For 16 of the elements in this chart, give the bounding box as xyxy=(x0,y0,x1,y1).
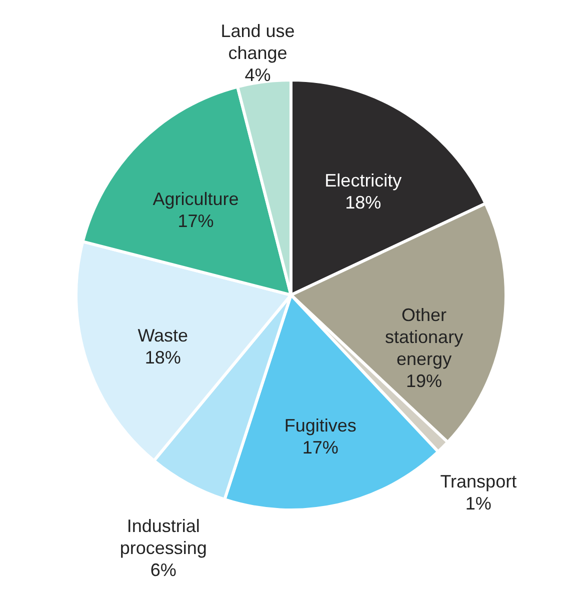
slice-label: Waste xyxy=(138,326,188,346)
data-label: 17% xyxy=(178,210,214,231)
slice-label: Industrial processing xyxy=(120,516,207,558)
slice-label: Transport xyxy=(440,471,517,492)
slice-label: Land use change xyxy=(220,21,295,64)
slice-label: Other stationary energy xyxy=(385,305,464,370)
data-label: 6% xyxy=(150,560,176,580)
data-label: 18% xyxy=(144,348,181,368)
slice-label: Fugitives xyxy=(284,415,356,436)
slice-label: Agriculture xyxy=(152,188,239,209)
data-label: 4% xyxy=(244,65,271,86)
data-label: 19% xyxy=(406,371,442,392)
data-label: 18% xyxy=(345,192,382,212)
data-label: 17% xyxy=(302,437,338,458)
slice-label: Electricity xyxy=(324,170,402,190)
data-label: 1% xyxy=(465,493,492,514)
